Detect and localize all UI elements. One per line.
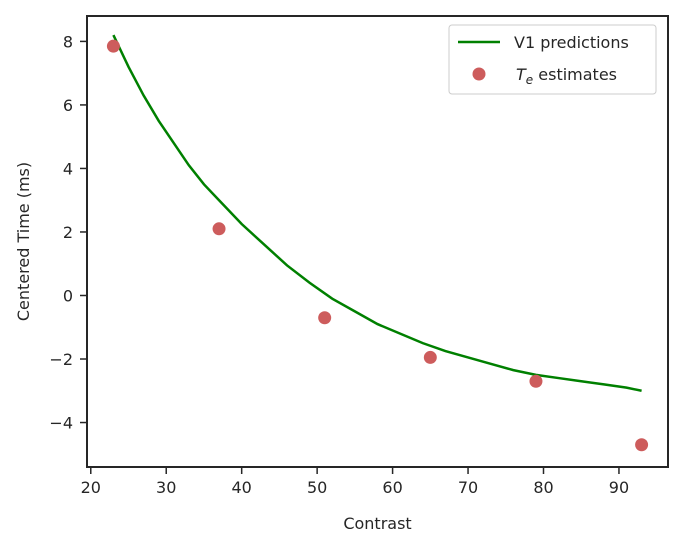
x-tick-label: 50 <box>307 478 327 497</box>
y-tick-label: 0 <box>63 286 73 305</box>
series-layer <box>106 34 649 452</box>
scatter-point-te-estimate <box>423 350 437 364</box>
y-tick-label: 6 <box>63 96 73 115</box>
legend-scatter-swatch <box>472 67 486 81</box>
legend-scatter-label: Te estimates <box>516 65 617 87</box>
y-tick-label: −2 <box>49 350 73 369</box>
x-tick-label: 40 <box>232 478 252 497</box>
x-tick-label: 30 <box>156 478 176 497</box>
x-tick-label: 60 <box>382 478 402 497</box>
legend: V1 predictions Te estimates <box>448 24 657 95</box>
y-tick-label: 4 <box>63 159 73 178</box>
scatter-point-te-estimate <box>106 39 120 53</box>
scatter-point-te-estimate <box>635 438 649 452</box>
y-axis-ticks: −4 −2 0 2 4 6 8 <box>49 32 87 433</box>
y-tick-label: −4 <box>49 414 73 433</box>
x-tick-label: 80 <box>533 478 553 497</box>
x-tick-label: 70 <box>458 478 478 497</box>
legend-line-label: V1 predictions <box>514 33 629 52</box>
x-axis-ticks: 20 30 40 50 60 70 80 90 <box>81 467 629 497</box>
x-axis-label: Contrast <box>343 514 411 533</box>
legend-scatter-label-main: T <box>516 65 527 84</box>
scatter-point-te-estimate <box>318 311 332 325</box>
series-line-v1-predictions <box>112 34 642 392</box>
legend-box <box>448 24 657 95</box>
legend-scatter-label-rest: estimates <box>533 65 617 84</box>
y-tick-label: 2 <box>63 223 73 242</box>
scatter-point-te-estimate <box>212 222 226 236</box>
plot-frame <box>86 15 669 468</box>
y-axis-label: Centered Time (ms) <box>14 162 33 321</box>
x-tick-label: 20 <box>81 478 101 497</box>
scatter-point-te-estimate <box>529 374 543 388</box>
legend-scatter-label-sub: e <box>526 73 533 87</box>
y-tick-label: 8 <box>63 32 73 51</box>
x-tick-label: 90 <box>609 478 629 497</box>
